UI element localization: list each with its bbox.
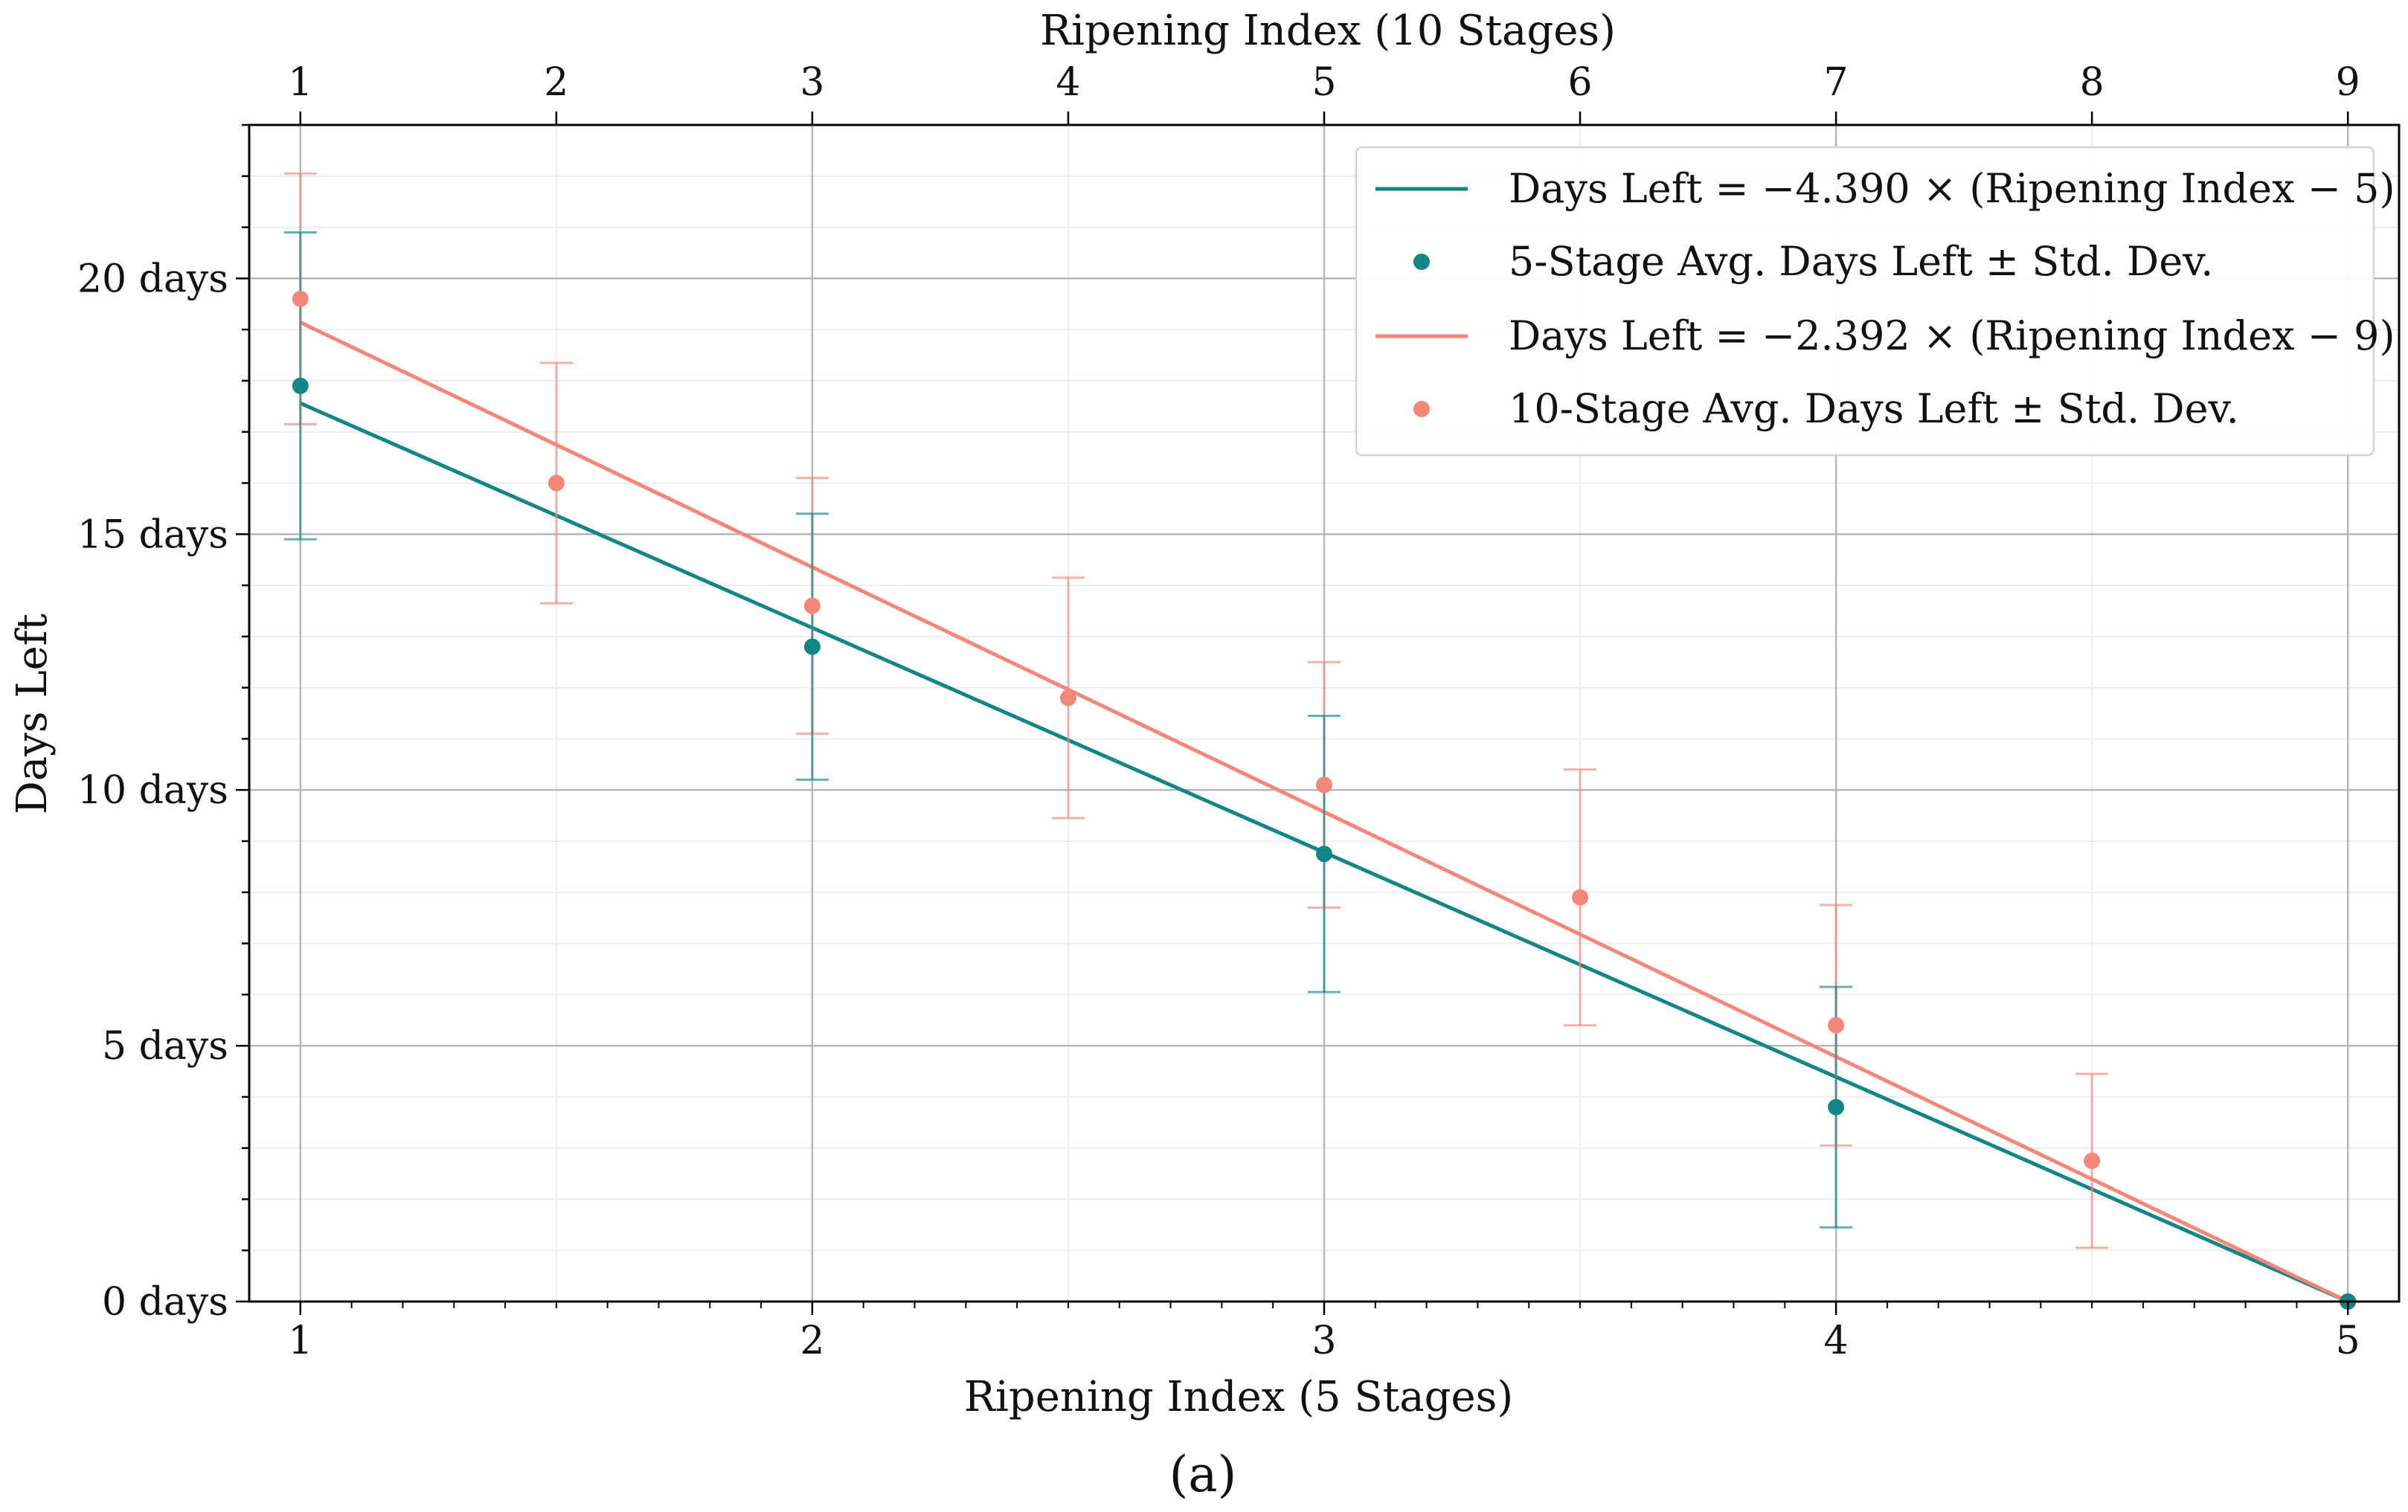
y-tick-label: 5 days xyxy=(102,1024,228,1069)
x2-tick-label: 1 xyxy=(288,60,312,105)
legend-label: Days Left = −2.392 × (Ripening Index − 9… xyxy=(1509,312,2395,359)
tick-labels: 0 days 5 days 10 days 15 days 20 days 1 2 3 4 5 1 2… xyxy=(77,60,2360,1363)
y-tick-label: 0 days xyxy=(102,1280,228,1325)
data-point-3 xyxy=(1316,776,1332,794)
data-point-3 xyxy=(803,597,821,614)
y-tick-label: 10 days xyxy=(77,768,228,813)
data-point-1 xyxy=(1316,846,1332,863)
x-tick-label: 3 xyxy=(1311,1319,1336,1363)
data-point-1 xyxy=(1828,1098,1845,1116)
figure-caption: (a) xyxy=(1169,1446,1237,1503)
x-tick-label: 2 xyxy=(800,1319,824,1363)
legend-swatch-marker xyxy=(1413,254,1430,270)
x2-tick-label: 3 xyxy=(800,60,824,105)
y-axis-title: Days Left xyxy=(8,614,57,815)
y-tick-label: 15 days xyxy=(77,512,228,557)
x2-axis-title: Ripening Index (10 Stages) xyxy=(1040,7,1616,55)
data-point-3 xyxy=(1059,689,1076,707)
axis-titles: Ripening Index (5 Stages) Ripening Index… xyxy=(8,7,1616,1503)
x2-tick-label: 4 xyxy=(1056,60,1080,105)
data-point-3 xyxy=(292,290,309,307)
data-point-1 xyxy=(292,377,309,394)
legend: Days Left = −4.390 × (Ripening Index − 5… xyxy=(1355,146,2395,457)
legend-box xyxy=(1355,146,2375,457)
legend-label: 5-Stage Avg. Days Left ± Std. Dev. xyxy=(1509,238,2213,285)
x2-tick-label: 6 xyxy=(1568,60,1593,105)
x2-tick-label: 2 xyxy=(544,60,568,105)
x2-tick-label: 7 xyxy=(1824,60,1849,105)
x-tick-label: 5 xyxy=(2336,1319,2360,1363)
x-axis-title: Ripening Index (5 Stages) xyxy=(964,1373,1513,1421)
data-point-3 xyxy=(1828,1017,1845,1034)
plot-series xyxy=(283,172,2357,1310)
data-point-3 xyxy=(548,474,565,492)
legend-swatch-marker xyxy=(1413,401,1430,417)
x-tick-label: 1 xyxy=(288,1319,312,1363)
x2-tick-label: 5 xyxy=(1311,60,1336,105)
data-point-1 xyxy=(803,638,821,655)
x-tick-label: 4 xyxy=(1824,1319,1849,1363)
data-point-3 xyxy=(2084,1152,2101,1169)
legend-label: 10-Stage Avg. Days Left ± Std. Dev. xyxy=(1509,385,2239,432)
y-tick-label: 20 days xyxy=(77,257,228,301)
x2-tick-label: 8 xyxy=(2080,60,2104,105)
data-point-3 xyxy=(1572,889,1589,906)
legend-label: Days Left = −4.390 × (Ripening Index − 5… xyxy=(1509,165,2395,212)
axes xyxy=(236,112,2401,1315)
x2-tick-label: 9 xyxy=(2336,60,2360,105)
